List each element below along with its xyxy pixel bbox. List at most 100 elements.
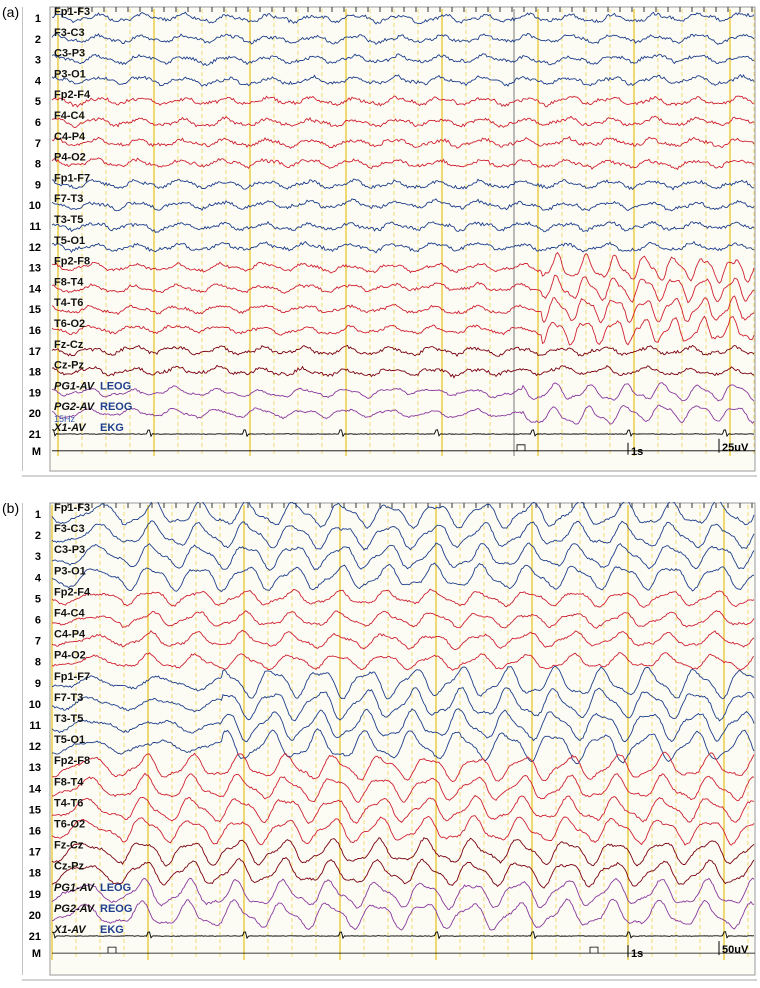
channel-label: T5-O1 <box>54 235 85 247</box>
marker-pulse <box>589 946 599 954</box>
channel-number: 8 <box>35 159 41 171</box>
channel-number: 3 <box>35 551 41 563</box>
channel-label: F8-T4 <box>54 776 84 788</box>
channel-label: PG1-AV <box>54 882 96 894</box>
channel-label: Cz-Pz <box>54 861 84 873</box>
eeg-trace <box>51 115 755 128</box>
eeg-trace <box>52 728 755 765</box>
channel-label: P3-O1 <box>54 68 86 80</box>
channel-number: 13 <box>29 762 41 774</box>
eeg-trace <box>51 404 755 425</box>
eeg-trace <box>51 898 755 931</box>
channel-number: 16 <box>29 325 41 337</box>
eeg-trace <box>51 274 755 304</box>
channel-label: T6-O2 <box>54 819 85 831</box>
channel-label: P4-O2 <box>54 650 86 662</box>
channel-number: 1 <box>35 13 41 25</box>
channel-label: C4-P4 <box>54 131 86 143</box>
channel-number: 2 <box>35 530 41 542</box>
channel-label: T4-T6 <box>54 297 83 309</box>
channel-number: 6 <box>35 615 41 627</box>
channel-label: C3-P3 <box>54 544 85 556</box>
channel-number: 16 <box>29 826 41 838</box>
eeg-trace <box>51 220 755 233</box>
marker-pulse <box>516 444 526 451</box>
eeg-trace <box>51 136 755 149</box>
channel-label: Fz-Cz <box>54 339 84 351</box>
eeg-panel-b: 1 Fp1-F3 2 F3-C3 3 C3-P3 4 P3-O1 5 Fp2-F4 6 F4-C4 7 C… <box>22 502 757 984</box>
channel-number: 20 <box>29 910 41 922</box>
eeg-trace <box>51 364 755 379</box>
eeg-trace <box>51 652 755 671</box>
channel-number: 11 <box>29 720 41 732</box>
eeg-trace <box>51 588 755 608</box>
channel-label: Fp2-F4 <box>54 586 91 598</box>
eeg-trace <box>51 837 755 867</box>
eeg-panel-a: 1 Fp1-F3 2 F3-C3 3 C3-P3 4 P3-O1 5 Fp2-F4 6 F4-C4 7 C… <box>22 6 757 480</box>
eeg-trace <box>51 931 755 940</box>
channel-label: Fp1-F7 <box>54 671 90 683</box>
time-grid <box>51 505 749 960</box>
eeg-trace <box>51 877 755 911</box>
channel-label: F3-C3 <box>54 27 85 39</box>
channel-number: 4 <box>35 75 42 87</box>
channel-label: F4-C4 <box>54 608 85 620</box>
eeg-trace <box>51 687 755 722</box>
channel-extra-label: REOG <box>100 903 132 915</box>
channel-number: 17 <box>29 847 41 859</box>
channel-label: X1-AV <box>53 924 87 936</box>
channel-label: F7-T3 <box>54 692 83 704</box>
eeg-trace <box>51 815 755 846</box>
channel-number: 18 <box>29 367 41 379</box>
eeg-panel-b-svg: 1 Fp1-F3 2 F3-C3 3 C3-P3 4 P3-O1 5 Fp2-F4 6 F4-C4 7 C… <box>22 502 757 984</box>
channel-number: 1 <box>35 509 41 521</box>
channel-number: 18 <box>29 868 41 880</box>
eeg-trace <box>51 665 755 700</box>
channel-number: 8 <box>35 657 41 669</box>
channel-number: 14 <box>29 283 42 295</box>
channel-label: P3-O1 <box>54 565 86 577</box>
amplitude-scale-label: 50uV <box>722 944 749 956</box>
channel-number: 14 <box>29 783 42 795</box>
eeg-trace <box>51 344 755 357</box>
channel-label: Fp2-F8 <box>54 755 90 767</box>
top-ticks <box>55 7 753 12</box>
channel-label: Fp2-F4 <box>54 89 91 101</box>
eeg-trace <box>51 382 755 402</box>
channel-number: 19 <box>29 387 41 399</box>
channel-label: C3-P3 <box>54 48 85 60</box>
channel-label: Fz-Cz <box>54 840 84 852</box>
top-ticks <box>55 503 753 508</box>
eeg-trace <box>51 502 755 530</box>
eeg-trace <box>51 157 755 171</box>
amplitude-scale-label: 25uV <box>722 442 749 454</box>
eeg-trace <box>51 315 755 346</box>
marker-pulse <box>107 946 117 954</box>
eeg-trace <box>51 95 755 108</box>
channel-number: 13 <box>29 263 41 275</box>
eeg-trace <box>51 53 755 66</box>
channel-label: Fp1-F7 <box>54 172 90 184</box>
channel-extra-label: REOG <box>100 401 132 413</box>
channel-number: 5 <box>35 593 41 605</box>
eeg-trace <box>52 772 755 803</box>
channel-label: Fp1-F3 <box>54 502 90 514</box>
channel-number: 7 <box>35 636 41 648</box>
channel-label: F7-T3 <box>54 193 83 205</box>
marker-row-label: M <box>32 948 41 960</box>
channel-number: 2 <box>35 34 41 46</box>
eeg-trace <box>51 295 755 324</box>
eeg-trace <box>51 629 755 650</box>
channel-label: Fp2-F8 <box>54 256 90 268</box>
channel-extra-label: EKG <box>100 924 124 936</box>
channel-label: T6-O2 <box>54 318 85 330</box>
eeg-trace <box>51 562 755 593</box>
filter-note: 15Hz <box>54 414 76 424</box>
eeg-trace <box>51 857 755 889</box>
channel-label: T3-T5 <box>54 214 83 226</box>
panel-a-letter: (a) <box>2 4 20 20</box>
channel-number: 15 <box>29 804 41 816</box>
channel-number: 9 <box>35 678 41 690</box>
time-scale-label: 1s <box>631 446 643 458</box>
eeg-trace <box>51 610 755 629</box>
